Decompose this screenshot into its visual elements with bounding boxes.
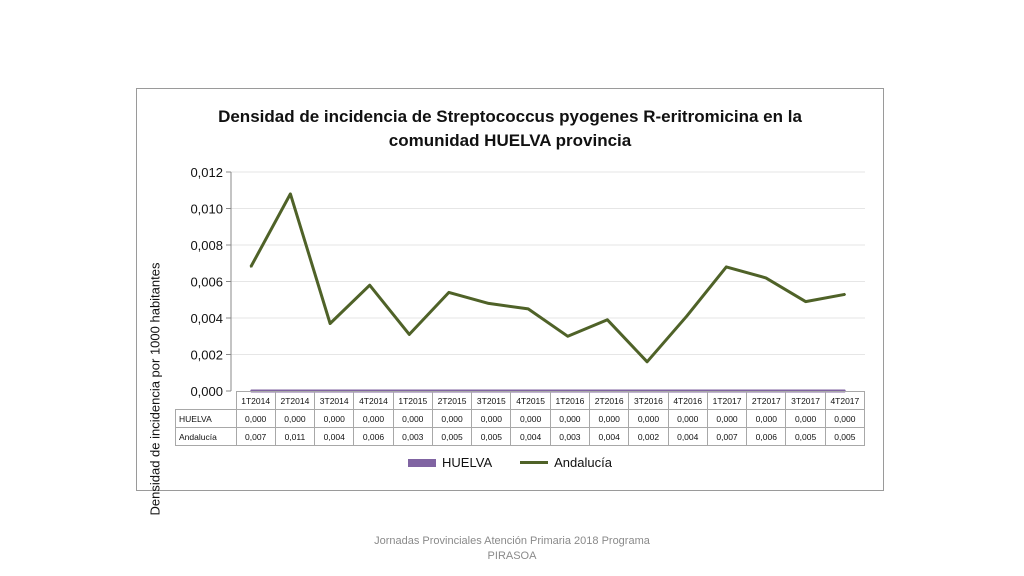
x-category-label: 4T2014: [353, 391, 394, 410]
data-point: [567, 335, 569, 338]
table-header-row: 1T2014 2T2014 3T2014 4T2014 1T2015 2T2015 3T20…: [175, 391, 866, 410]
footer-text: Jornadas Provinciales Atención Primaria …: [374, 535, 650, 562]
data-point: [685, 315, 688, 317]
data-point: [250, 266, 252, 268]
data-label: 0,000: [274, 409, 316, 428]
data-point: [646, 361, 648, 363]
chart-title-line-1: Densidad de incidencia de Streptococcus …: [218, 107, 802, 126]
table-row-label: Andalucía: [175, 427, 237, 446]
data-point: [765, 277, 767, 279]
data-label: 0,000: [392, 409, 433, 428]
chart-title-line-2: comunidad HUELVA provincia: [388, 131, 632, 150]
data-point: [725, 266, 728, 268]
y-tick-label: 0,002: [190, 348, 223, 363]
legend-item: Andalucía: [520, 455, 612, 470]
data-point: [527, 308, 529, 310]
x-category-label: 4T2016: [667, 391, 708, 410]
data-label: 0,000: [667, 409, 708, 428]
data-label: 0,004: [314, 427, 355, 446]
data-point: [844, 293, 846, 296]
data-label: 0,004: [510, 427, 551, 446]
data-label: 0,000: [314, 409, 355, 428]
legend-item: HUELVA: [408, 455, 492, 470]
x-category-label: 3T2014: [314, 391, 355, 410]
x-category-label: 1T2014: [235, 391, 276, 410]
data-label: 0,000: [353, 409, 394, 428]
data-label: 0,002: [628, 427, 669, 446]
x-category-label: 1T2016: [549, 391, 591, 410]
data-label: 0,005: [431, 427, 473, 446]
data-label: 0,003: [392, 427, 433, 446]
x-category-label: 2T2014: [274, 391, 316, 410]
table-row-label: HUELVA: [175, 409, 237, 428]
data-label: 0,000: [549, 409, 591, 428]
data-point: [804, 300, 807, 303]
x-category-label: 3T2017: [785, 391, 826, 410]
data-point: [606, 319, 609, 321]
data-label: 0,000: [510, 409, 551, 428]
chart-frame: Densidad de incidencia de Streptococcus …: [136, 88, 884, 515]
data-point: [448, 291, 450, 294]
data-label: 0,006: [353, 427, 394, 446]
data-label: 0,005: [785, 427, 826, 446]
data-label: 0,006: [746, 427, 787, 446]
data-point: [487, 302, 490, 305]
table-corner: [175, 391, 237, 410]
data-label: 0,000: [431, 409, 473, 428]
x-category-label: 1T2017: [706, 391, 748, 410]
legend-label: HUELVA: [442, 455, 493, 470]
data-label: 0,007: [706, 427, 748, 446]
data-label: 0,000: [589, 409, 630, 428]
data-label: 0,007: [235, 427, 276, 446]
data-label: 0,011: [274, 427, 316, 446]
data-point: [289, 193, 292, 195]
data-label: 0,000: [471, 409, 512, 428]
x-category-label: 3T2015: [471, 391, 512, 410]
table-row: Andalucía 0,007 0,011 0,004 0,006 0,003 0,005 0…: [175, 427, 866, 446]
x-category-label: 2T2015: [431, 391, 473, 410]
x-category-label: 3T2016: [628, 391, 669, 410]
data-label: 0,005: [824, 427, 866, 446]
data-label: 0,005: [471, 427, 512, 446]
data-label: 0,004: [667, 427, 708, 446]
data-label: 0,000: [785, 409, 826, 428]
legend-swatch: [520, 461, 549, 464]
data-label: 0,000: [746, 409, 787, 428]
data-point: [368, 284, 371, 286]
data-table: 1T2014 2T2014 3T2014 4T2014 1T2015 2T2015 3T20…: [175, 391, 866, 446]
series-line-andalucía: [249, 192, 846, 364]
data-label: 0,004: [589, 427, 630, 446]
x-category-label: 2T2016: [589, 391, 630, 410]
x-category-label: 2T2017: [746, 391, 787, 410]
y-tick-label: 0,004: [190, 311, 223, 326]
data-point: [329, 322, 331, 325]
chart-legend: HUELVA Andalucía: [137, 455, 883, 470]
x-category-label: 4T2015: [510, 391, 551, 410]
y-tick-label: 0,012: [190, 165, 223, 180]
x-category-label: 1T2015: [392, 391, 433, 410]
x-category-label: 4T2017: [824, 391, 866, 410]
y-tick-label: 0,008: [190, 238, 223, 253]
y-tick-label: 0,006: [190, 275, 223, 290]
legend-label: Andalucía: [554, 455, 612, 470]
data-label: 0,000: [706, 409, 748, 428]
data-label: 0,000: [235, 409, 276, 428]
data-label: 0,000: [628, 409, 669, 428]
legend-swatch: [408, 458, 437, 467]
data-label: 0,000: [824, 409, 866, 428]
y-tick-label: 0,010: [190, 202, 223, 217]
data-point: [408, 333, 411, 336]
data-label: 0,003: [549, 427, 591, 446]
chart-title: Densidad de incidencia de Streptococcus …: [137, 105, 883, 153]
table-row: HUELVA 0,000 0,000 0,000 0,000 0,000 0,000 0,00…: [175, 409, 866, 428]
